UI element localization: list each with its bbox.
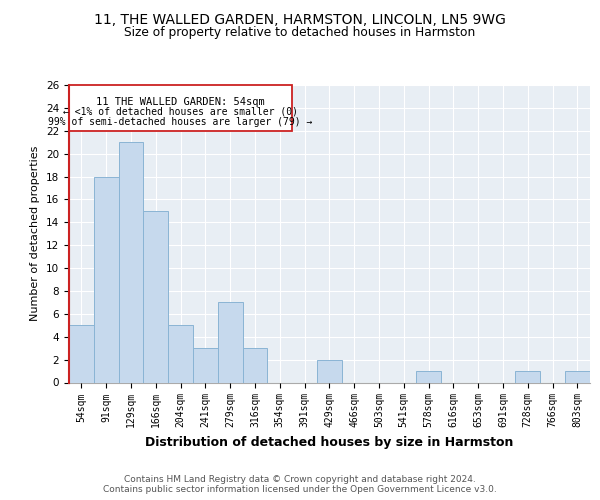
Bar [317,360,342,382]
Bar [242,348,268,382]
Bar [143,211,168,382]
Bar [69,326,94,382]
Bar [515,371,540,382]
Bar [119,142,143,382]
Bar [94,176,119,382]
Text: ← <1% of detached houses are smaller (0): ← <1% of detached houses are smaller (0) [63,106,298,117]
Text: 11 THE WALLED GARDEN: 54sqm: 11 THE WALLED GARDEN: 54sqm [96,96,265,106]
Bar [193,348,218,382]
Bar [565,371,590,382]
Text: 11, THE WALLED GARDEN, HARMSTON, LINCOLN, LN5 9WG: 11, THE WALLED GARDEN, HARMSTON, LINCOLN… [94,12,506,26]
Y-axis label: Number of detached properties: Number of detached properties [31,146,40,322]
Bar [168,326,193,382]
X-axis label: Distribution of detached houses by size in Harmston: Distribution of detached houses by size … [145,436,514,449]
Text: Size of property relative to detached houses in Harmston: Size of property relative to detached ho… [124,26,476,39]
Text: Contains HM Land Registry data © Crown copyright and database right 2024.
Contai: Contains HM Land Registry data © Crown c… [103,474,497,494]
Bar [416,371,441,382]
Bar [69,85,292,131]
Bar [218,302,242,382]
Text: 99% of semi-detached houses are larger (79) →: 99% of semi-detached houses are larger (… [49,116,313,126]
